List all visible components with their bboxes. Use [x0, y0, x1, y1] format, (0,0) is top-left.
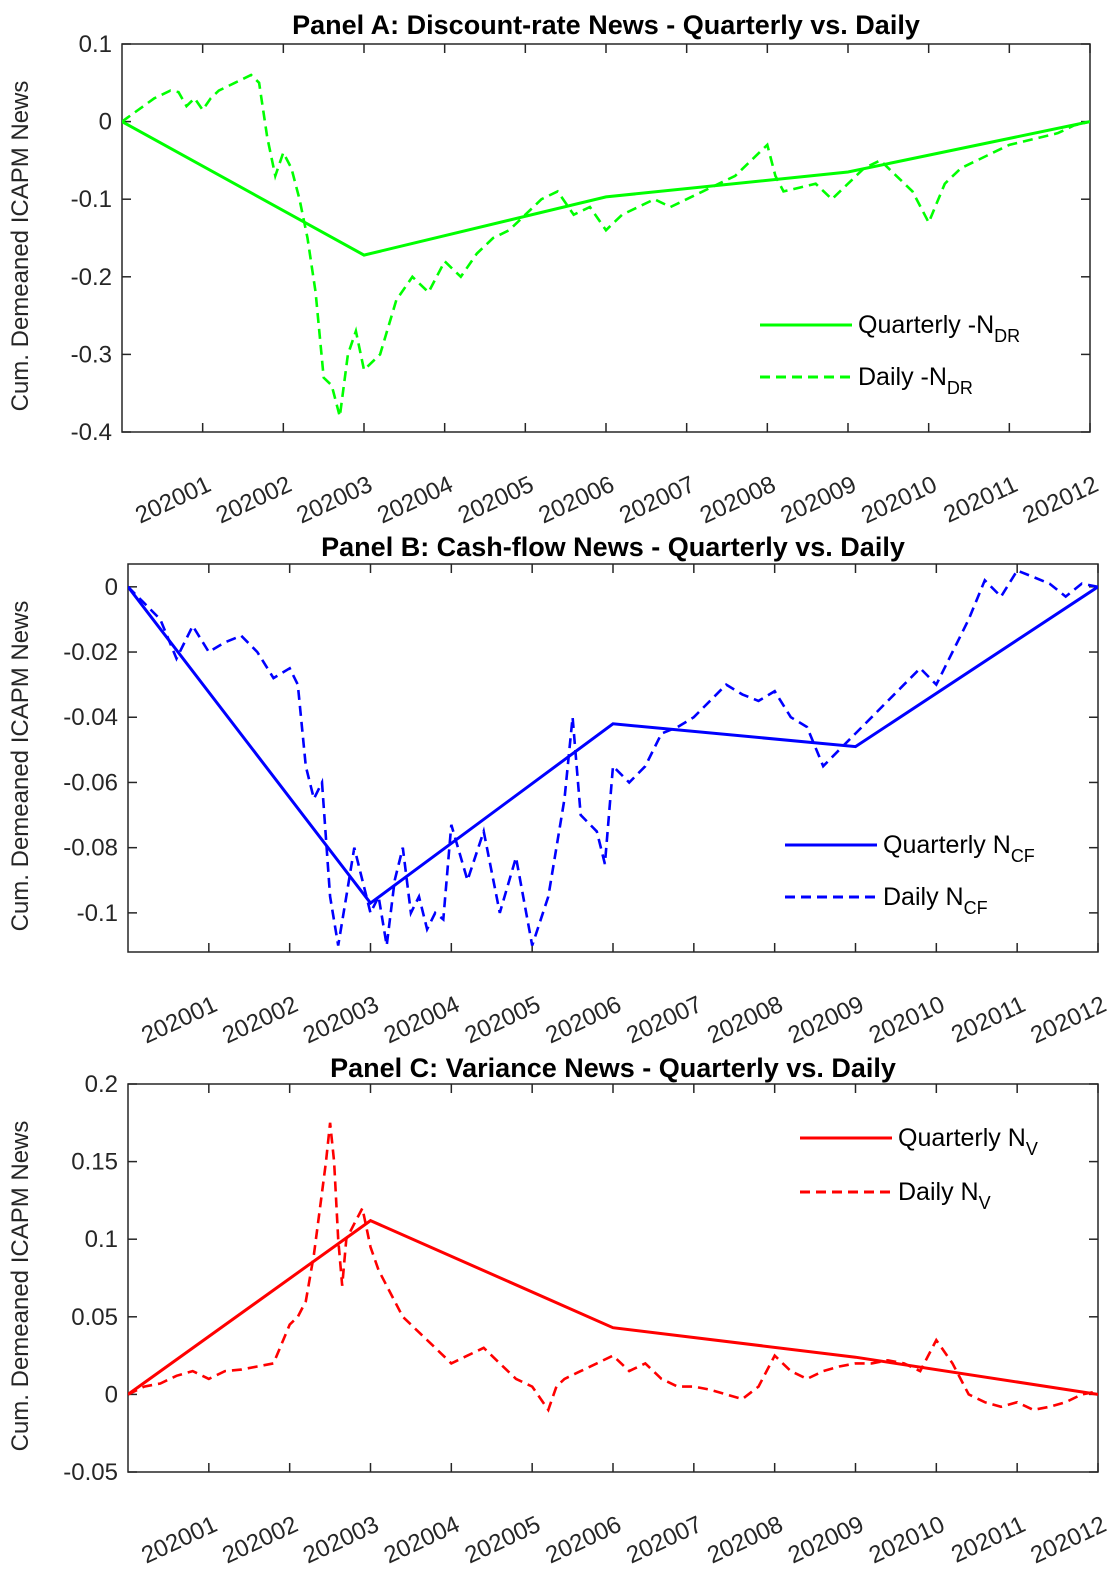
legend-label: Quarterly NCF	[883, 831, 1035, 866]
y-tick-label: 0	[105, 574, 118, 601]
legend-label-subscript: CF	[964, 898, 988, 918]
legend-label-main: Quarterly N	[883, 831, 1011, 859]
x-tick-label: 202003	[299, 991, 383, 1049]
x-tick-label: 202011	[939, 471, 1021, 529]
x-tick-label: 202009	[784, 991, 868, 1049]
x-tick-label: 202012	[1019, 471, 1103, 529]
x-tick-label: 202011	[947, 991, 1029, 1049]
panel-1: Panel A: Discount-rate News - Quarterly …	[7, 10, 1103, 529]
quarterly-series-line	[122, 120, 1090, 257]
legend-label: Daily NCF	[883, 883, 988, 918]
y-axis-label: Cum. Demeaned ICAPM News	[7, 601, 34, 932]
y-tick-label: -0.06	[63, 769, 118, 796]
legend-label-subscript: V	[1026, 1139, 1038, 1159]
x-tick-label: 202001	[137, 1511, 221, 1569]
legend-label: Quarterly -NDR	[858, 311, 1020, 346]
y-tick-label: -0.1	[71, 186, 112, 213]
y-tick-label: 0.2	[85, 1071, 118, 1098]
y-tick-label: 0.1	[85, 1226, 118, 1253]
x-tick-label: 202008	[703, 1511, 787, 1569]
x-tick-label: 202004	[373, 471, 457, 529]
x-tick-label: 202005	[454, 471, 538, 529]
x-tick-label: 202004	[380, 991, 464, 1049]
x-tick-label: 202005	[461, 1511, 545, 1569]
legend-label-subscript: CF	[1011, 846, 1035, 866]
legend-label: Daily NV	[898, 1178, 991, 1213]
y-tick-label: 0.1	[79, 31, 112, 58]
legend-label-main: Daily N	[898, 1178, 979, 1206]
y-tick-label: -0.02	[63, 639, 118, 666]
x-tick-label: 202010	[857, 471, 941, 529]
x-tick-label: 202010	[865, 1511, 949, 1569]
quarterly-series-line	[128, 585, 1098, 906]
quarterly-series-line	[128, 1218, 1098, 1396]
legend-label-main: Quarterly N	[898, 1124, 1026, 1152]
daily-series-line	[122, 73, 1090, 417]
x-tick-label: 202001	[137, 991, 221, 1049]
y-tick-label: 0	[105, 1381, 118, 1408]
panel-title: Panel B: Cash-flow News - Quarterly vs. …	[321, 532, 905, 562]
panel-3: Panel C: Variance News - Quarterly vs. D…	[7, 1053, 1111, 1569]
legend-label-subscript: V	[979, 1193, 991, 1213]
x-tick-label: 202010	[865, 991, 949, 1049]
legend-label-subscript: DR	[947, 378, 973, 398]
legend-label-main: Daily -N	[858, 363, 947, 391]
x-tick-label: 202006	[535, 471, 619, 529]
panel-title: Panel A: Discount-rate News - Quarterly …	[292, 10, 920, 40]
panel-title: Panel C: Variance News - Quarterly vs. D…	[330, 1053, 896, 1083]
legend-label-main: Quarterly -N	[858, 311, 994, 339]
x-tick-label: 202012	[1027, 1511, 1111, 1569]
y-tick-label: -0.1	[77, 900, 118, 927]
legend-label-subscript: DR	[994, 326, 1020, 346]
x-tick-label: 202008	[696, 471, 780, 529]
y-tick-label: -0.08	[63, 835, 118, 862]
legend-label: Daily -NDR	[858, 363, 973, 398]
panel-2: Panel B: Cash-flow News - Quarterly vs. …	[7, 532, 1111, 1049]
legend-label-main: Daily N	[883, 883, 964, 911]
x-tick-label: 202009	[777, 471, 861, 529]
y-tick-label: -0.05	[63, 1459, 118, 1486]
x-tick-label: 202005	[461, 991, 545, 1049]
daily-series-line	[128, 1122, 1098, 1413]
x-tick-label: 202002	[218, 991, 302, 1049]
x-tick-label: 202002	[212, 471, 296, 529]
daily-series-line	[128, 568, 1098, 946]
y-tick-label: 0.05	[71, 1304, 118, 1331]
x-tick-label: 202007	[622, 1511, 706, 1569]
y-tick-label: -0.04	[63, 704, 118, 731]
x-tick-label: 202006	[542, 991, 626, 1049]
y-tick-label: -0.4	[71, 419, 112, 446]
x-tick-label: 202003	[299, 1511, 383, 1569]
y-tick-label: -0.3	[71, 341, 112, 368]
x-tick-label: 202001	[131, 471, 215, 529]
x-tick-label: 202004	[380, 1511, 464, 1569]
x-tick-label: 202002	[218, 1511, 302, 1569]
x-tick-label: 202007	[615, 471, 699, 529]
x-tick-label: 202011	[947, 1511, 1029, 1569]
x-tick-label: 202003	[293, 471, 377, 529]
x-tick-label: 202008	[703, 991, 787, 1049]
y-tick-label: 0.15	[71, 1149, 118, 1176]
y-tick-label: -0.2	[71, 264, 112, 291]
y-tick-label: 0	[99, 109, 112, 136]
y-axis-label: Cum. Demeaned ICAPM News	[7, 1121, 34, 1452]
legend-label: Quarterly NV	[898, 1124, 1038, 1159]
x-tick-label: 202009	[784, 1511, 868, 1569]
y-axis-label: Cum. Demeaned ICAPM News	[7, 81, 34, 412]
x-tick-label: 202007	[622, 991, 706, 1049]
x-tick-label: 202006	[542, 1511, 626, 1569]
x-tick-label: 202012	[1027, 991, 1111, 1049]
